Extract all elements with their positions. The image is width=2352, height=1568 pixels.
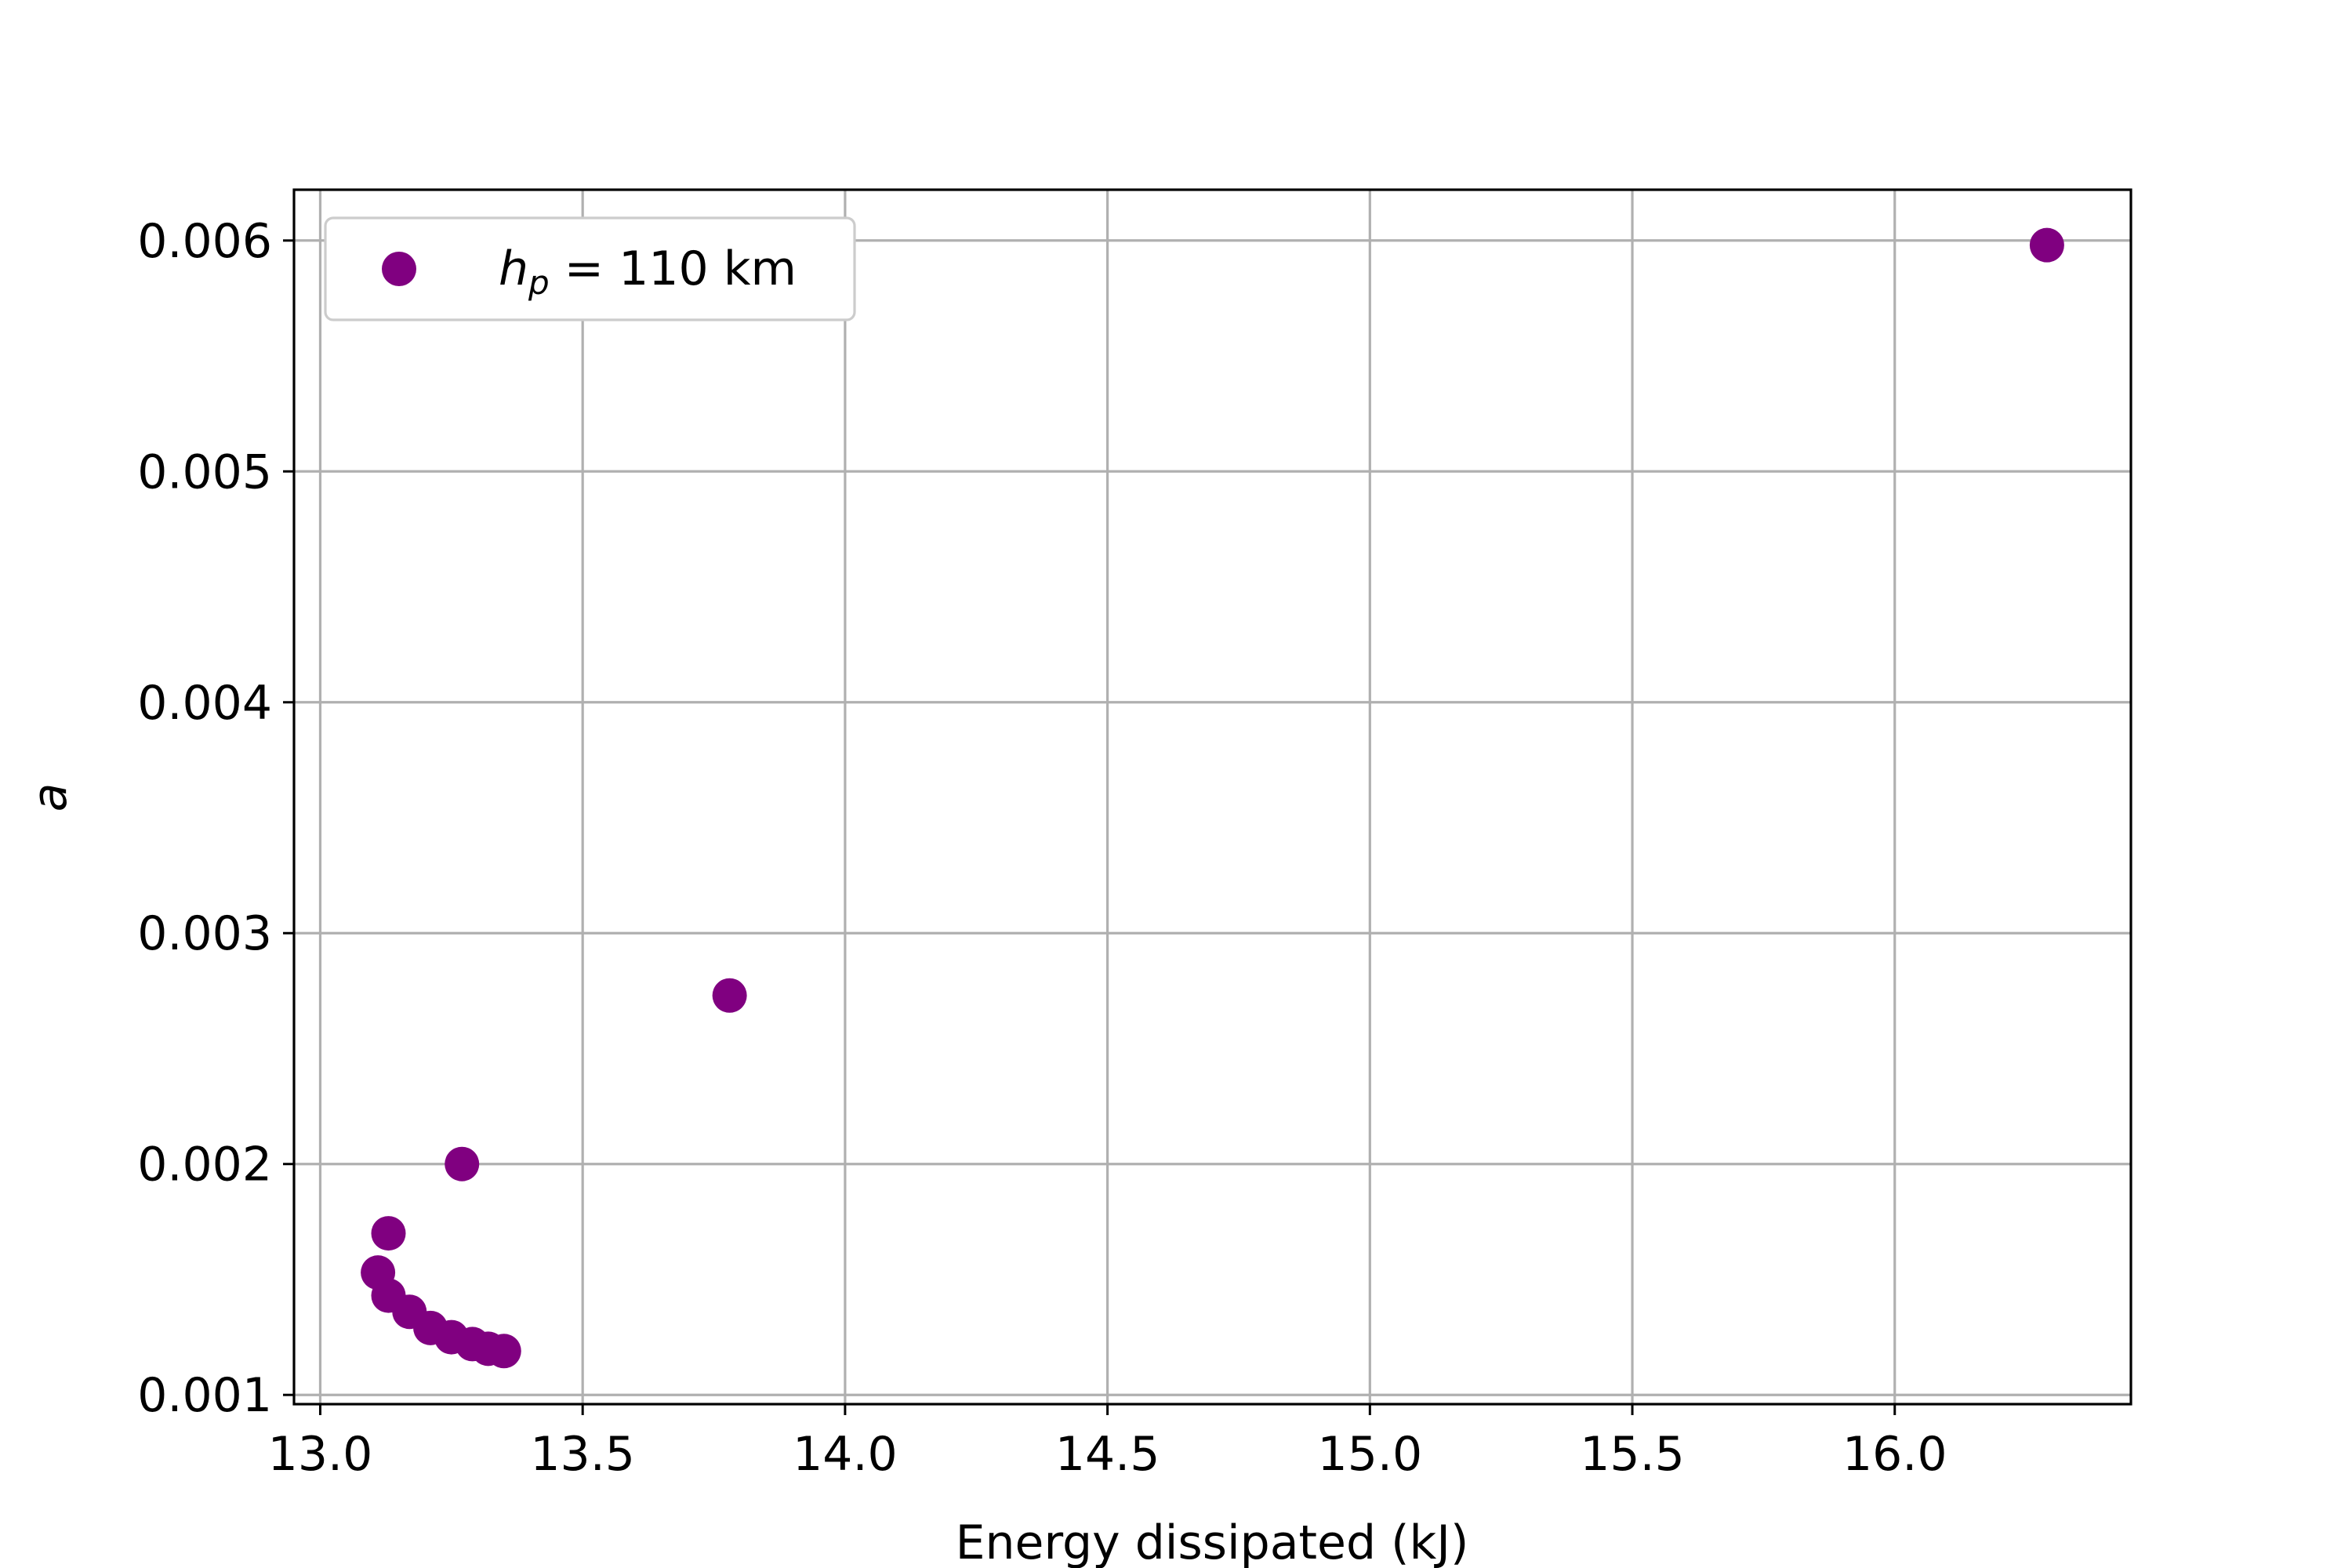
data-point [371,1216,406,1251]
x-tick-label: 16.0 [1842,1427,1947,1482]
x-tick-label: 14.5 [1055,1427,1160,1482]
legend-marker [382,252,416,286]
y-tick-label: 0.004 [137,676,272,731]
plot-area [294,190,2131,1404]
x-tick-label: 14.0 [793,1427,898,1482]
legend: hp = 110 km [324,216,856,321]
legend-label-rest: = 110 km [550,241,797,296]
data-point [2029,227,2064,263]
legend-label: hp = 110 km [499,241,797,302]
x-axis-label: Energy dissipated (kJ) [956,1515,1469,1568]
x-tick-label: 13.0 [268,1427,373,1482]
x-tick-label: 15.0 [1318,1427,1423,1482]
y-tick-label: 0.003 [137,906,272,961]
data-points [361,227,2064,1369]
x-tick-label: 15.5 [1580,1427,1685,1482]
plot-frame [292,188,2132,1406]
y-axis-label: a [23,783,78,812]
y-tick-label: 0.005 [137,445,272,499]
y-tick-label: 0.001 [137,1368,272,1423]
data-point [712,978,747,1013]
x-tick-label: 13.5 [530,1427,635,1482]
y-tick-label: 0.006 [137,214,272,269]
legend-label-sub: p [528,263,550,302]
legend-box [324,216,856,321]
y-axis: 0.001 0.002 0.003 0.004 0.005 0.006 [137,214,294,1423]
y-tick-label: 0.002 [137,1138,272,1192]
grid-lines [294,190,2131,1404]
legend-label-main: h [499,241,528,296]
data-point [445,1146,480,1181]
data-point [486,1334,521,1369]
x-axis: 13.0 13.5 14.0 14.5 15.0 15.5 16.0 [268,1404,1947,1482]
